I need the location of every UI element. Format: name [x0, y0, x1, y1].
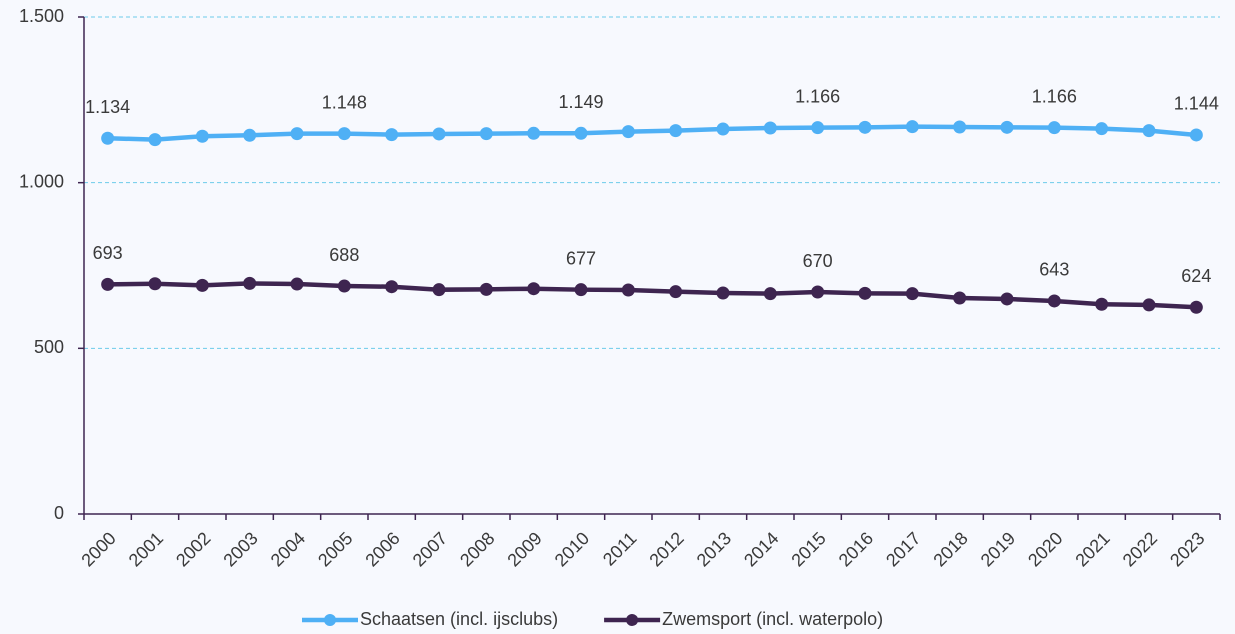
x-tick-label: 2019 [977, 528, 1019, 570]
data-point [953, 291, 967, 305]
data-point [479, 282, 493, 296]
x-tick-label: 2015 [787, 528, 829, 570]
x-tick-label: 2006 [361, 528, 403, 570]
data-point [669, 124, 683, 138]
data-label: 1.148 [322, 92, 367, 112]
data-point [385, 128, 399, 142]
x-tick-label: 2003 [219, 528, 261, 570]
x-tick-label: 2023 [1166, 528, 1208, 570]
data-label: 1.134 [85, 97, 130, 117]
x-tick-label: 2014 [740, 528, 782, 570]
data-point [905, 120, 919, 134]
data-label: 1.144 [1174, 94, 1219, 114]
data-point [432, 127, 446, 141]
data-point [337, 127, 351, 141]
x-tick-label: 2001 [125, 528, 167, 570]
data-point [195, 278, 209, 292]
x-tick-label: 2008 [456, 528, 498, 570]
data-label: 624 [1181, 266, 1211, 286]
data-point [621, 125, 635, 139]
data-point [669, 285, 683, 299]
x-tick-label: 2000 [77, 528, 119, 570]
data-point [337, 279, 351, 293]
data-point [290, 127, 304, 141]
data-point [1189, 128, 1203, 142]
data-point [243, 276, 257, 290]
data-point [148, 133, 162, 147]
data-point [716, 286, 730, 300]
x-tick-label: 2012 [645, 528, 687, 570]
data-point [716, 122, 730, 136]
series-line [107, 281, 1197, 310]
data-point [1142, 124, 1156, 138]
y-tick-label: 1.000 [19, 171, 64, 191]
legend-marker [324, 614, 336, 626]
data-label: 1.166 [795, 86, 840, 106]
data-point [1047, 121, 1061, 135]
data-label: 688 [329, 245, 359, 265]
data-point [101, 277, 115, 291]
data-point [574, 126, 588, 140]
x-tick-label: 2018 [929, 528, 971, 570]
data-label: 1.149 [558, 92, 603, 112]
data-point [1000, 292, 1014, 306]
data-label: 677 [566, 248, 596, 268]
x-tick-label: 2002 [172, 528, 214, 570]
series-line [107, 124, 1197, 142]
data-point [243, 128, 257, 142]
data-point [527, 126, 541, 140]
y-tick-label: 500 [34, 337, 64, 357]
data-point [290, 277, 304, 291]
y-tick-label: 1.500 [19, 6, 64, 26]
data-point [101, 131, 115, 145]
data-point [621, 283, 635, 297]
x-tick-label: 2020 [1024, 528, 1066, 570]
legend-marker [626, 614, 639, 626]
data-point [195, 129, 209, 143]
data-point [432, 283, 446, 297]
data-label: 670 [803, 251, 833, 271]
x-tick-label: 2007 [409, 528, 451, 570]
data-label: 1.166 [1032, 86, 1077, 106]
data-point [763, 121, 777, 135]
legend-label: Zwemsport (incl. waterpolo) [662, 609, 883, 629]
data-point [574, 283, 588, 297]
data-label: 643 [1039, 260, 1069, 280]
data-point [1000, 120, 1014, 134]
x-tick-label: 2017 [882, 528, 924, 570]
x-tick-label: 2011 [599, 528, 641, 570]
data-point [811, 285, 825, 299]
data-point [385, 280, 399, 294]
data-point [1095, 297, 1109, 311]
x-tick-label: 2013 [693, 528, 735, 570]
data-point [763, 287, 777, 301]
data-point [858, 120, 872, 134]
x-tick-label: 2005 [314, 528, 356, 570]
data-point [1142, 298, 1156, 312]
data-point [905, 287, 919, 301]
data-point [1047, 294, 1061, 308]
x-tick-label: 2010 [551, 528, 593, 570]
x-tick-label: 2009 [503, 528, 545, 570]
data-point [148, 277, 162, 291]
x-tick-label: 2022 [1119, 528, 1161, 570]
x-tick-label: 2021 [1071, 528, 1113, 570]
data-point [479, 127, 493, 141]
y-tick-label: 0 [54, 503, 64, 523]
data-point [1189, 300, 1203, 314]
legend-label: Schaatsen (incl. ijsclubs) [360, 609, 558, 629]
data-point [953, 120, 967, 134]
data-point [527, 282, 541, 296]
data-point [858, 286, 872, 300]
data-point [811, 121, 825, 135]
data-label: 693 [93, 243, 123, 263]
data-point [1095, 122, 1109, 136]
x-tick-label: 2004 [267, 528, 309, 570]
x-tick-label: 2016 [835, 528, 877, 570]
